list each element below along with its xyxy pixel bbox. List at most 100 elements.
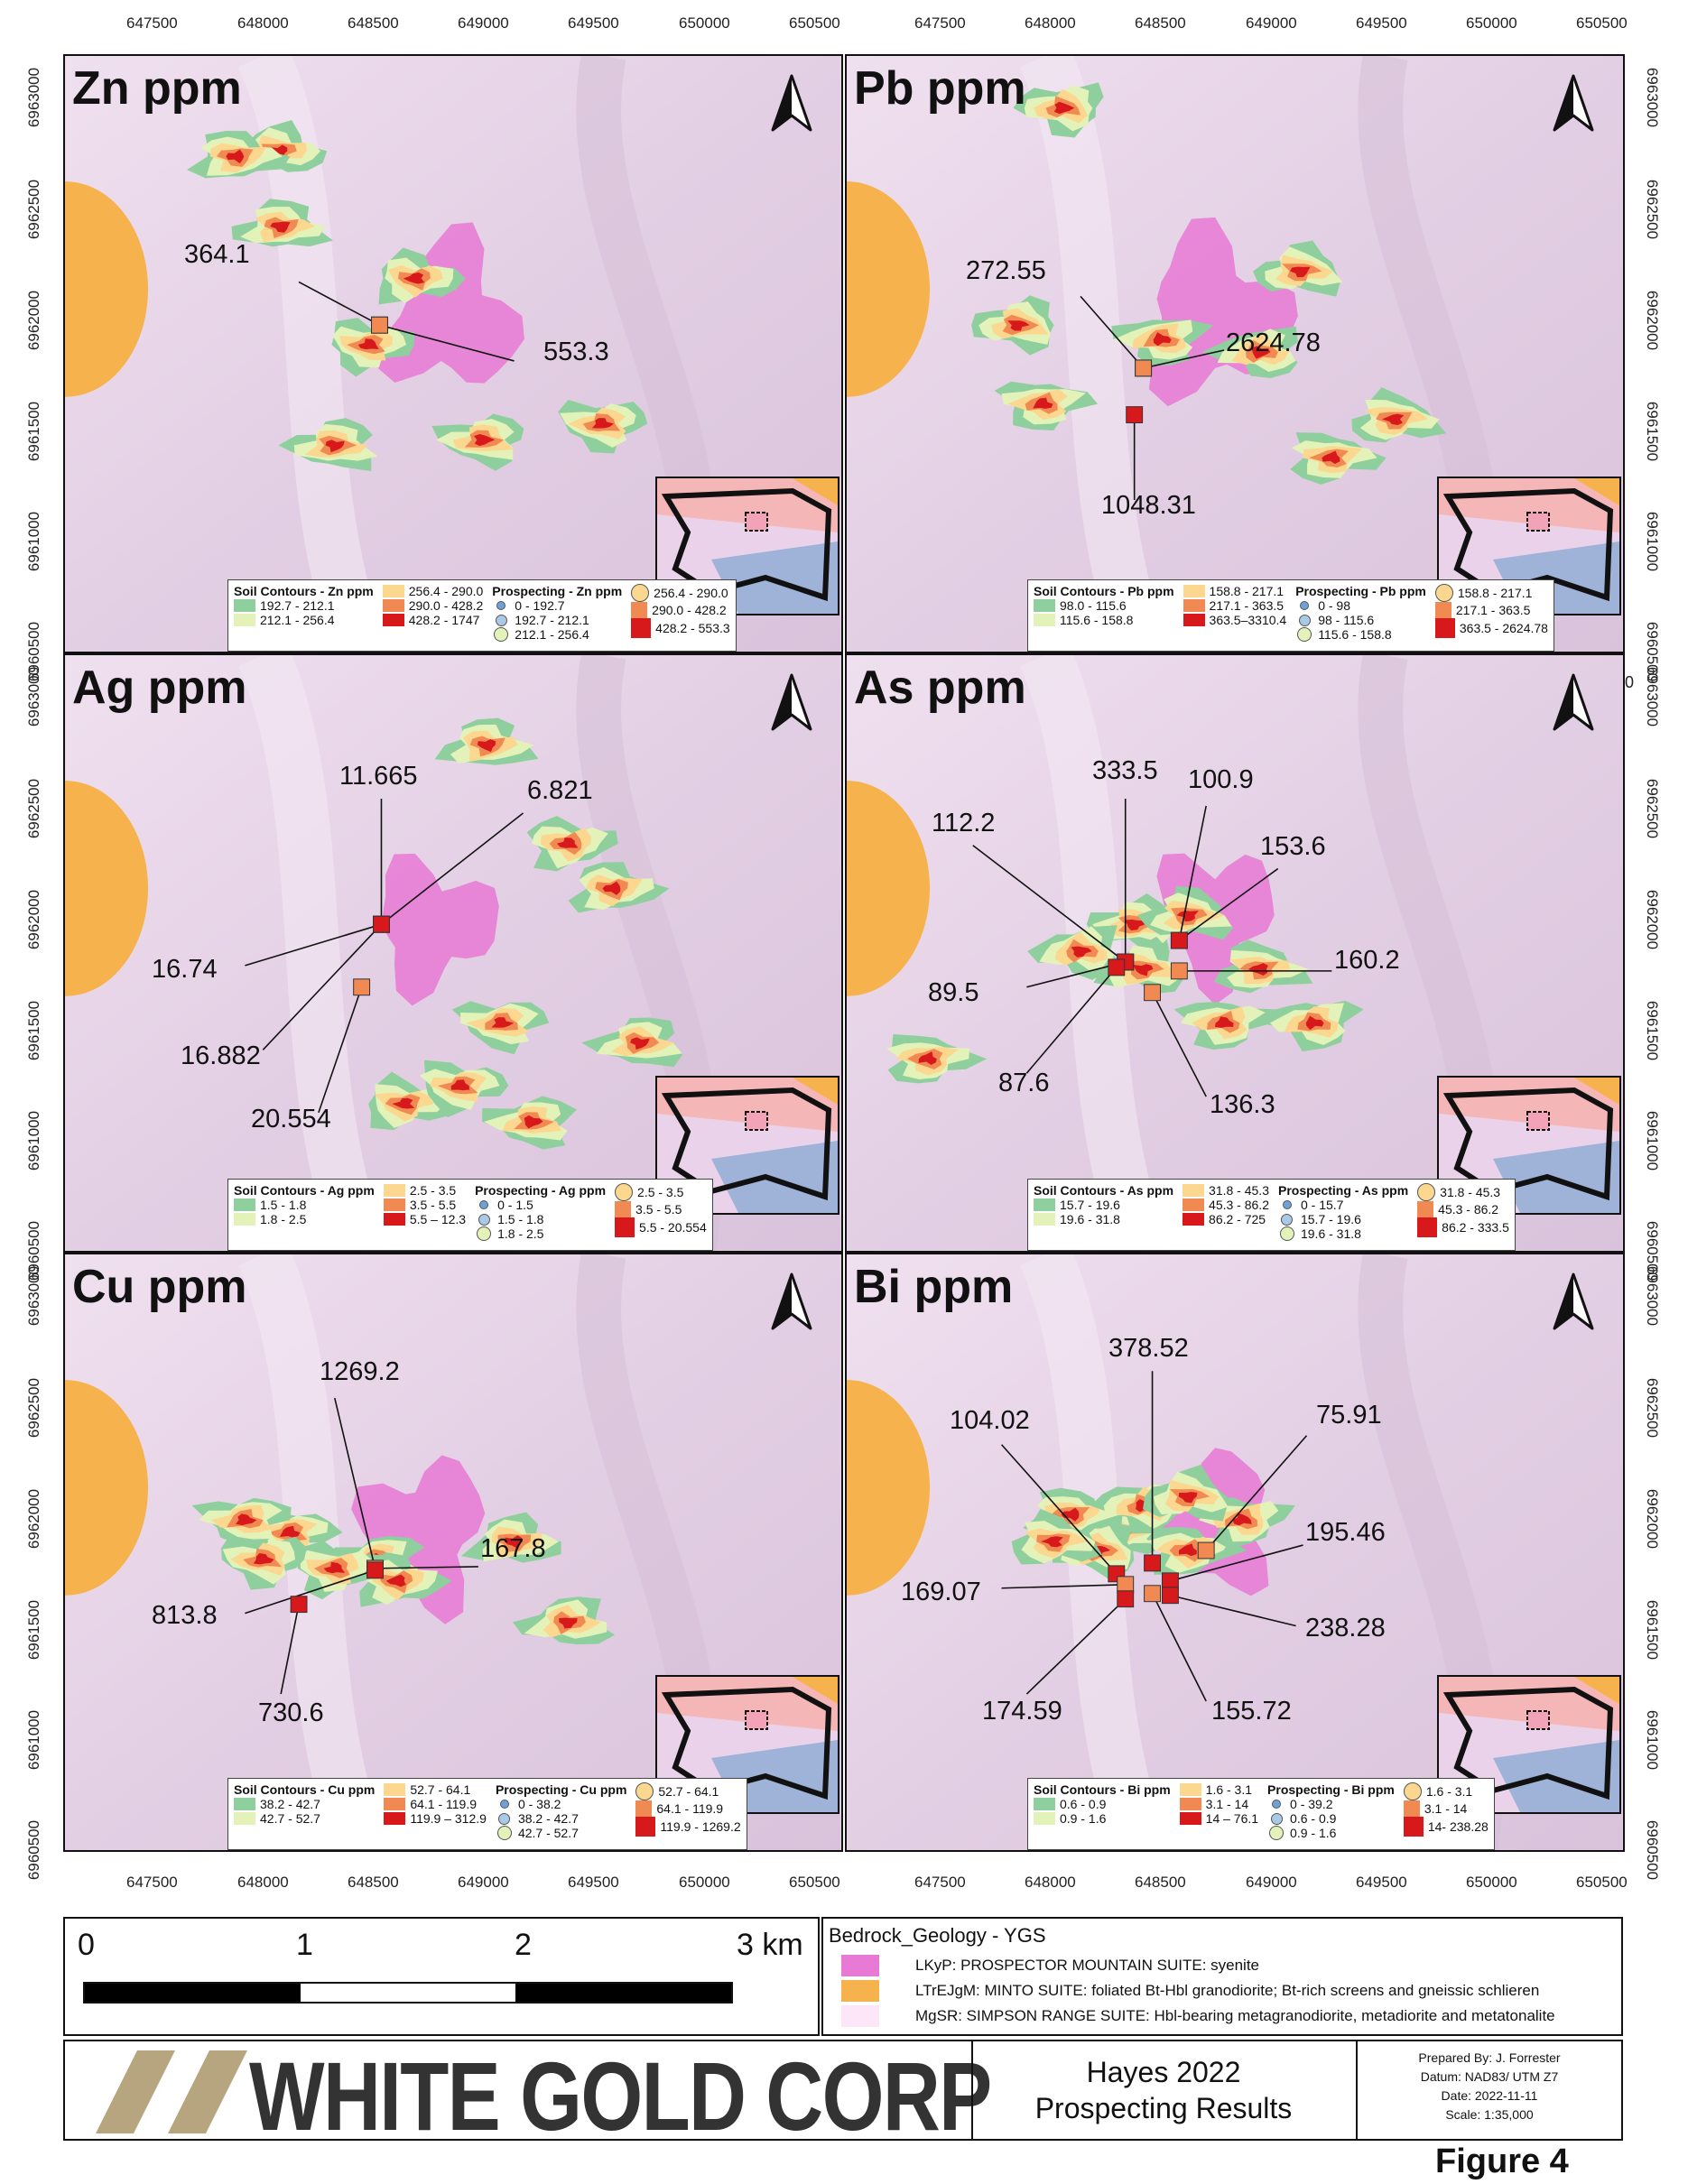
sample-marker bbox=[290, 1596, 308, 1614]
x-tick: 650500 bbox=[789, 14, 840, 32]
soil-anomaly bbox=[460, 1512, 561, 1563]
legend-pros-item: 0.9 - 1.6 bbox=[1267, 1826, 1395, 1840]
legend-soil-item: 1.8 - 2.5 bbox=[234, 1212, 375, 1226]
sample-marker bbox=[1170, 962, 1188, 980]
legend-soil-item: 158.8 - 217.1 bbox=[1183, 584, 1287, 598]
y-tick: 6962500 bbox=[1644, 179, 1661, 240]
sample-value-label: 2624.78 bbox=[1226, 329, 1321, 357]
sample-value-label: 195.46 bbox=[1305, 1518, 1386, 1547]
soil-anomaly bbox=[526, 816, 618, 872]
legend-soil-item: 428.2 - 1747 bbox=[382, 613, 484, 627]
date: Date: 2022-11-11 bbox=[1441, 2088, 1538, 2103]
syenite-unit bbox=[381, 853, 499, 1006]
label-leader-line bbox=[245, 1569, 376, 1615]
sample-marker bbox=[1135, 359, 1153, 377]
geology-label: LTrEJgM: MINTO SUITE: foliated Bt-Hbl gr… bbox=[915, 1982, 1540, 1999]
map-canvas bbox=[847, 56, 1623, 652]
legend-pros-item: 31.8 - 45.3 bbox=[1417, 1183, 1509, 1201]
x-tick: 650500 bbox=[1576, 1874, 1628, 1891]
soil-anomaly bbox=[581, 1017, 683, 1068]
panel-legend: Soil Contours - Pb ppm 98.0 - 115.6 115.6 … bbox=[1027, 579, 1554, 652]
x-tick: 649500 bbox=[568, 1874, 619, 1891]
y-tick: 6961500 bbox=[1644, 1000, 1661, 1061]
legend-pros-item: 115.6 - 158.8 bbox=[1295, 627, 1426, 642]
label-leader-line bbox=[1178, 867, 1279, 941]
sample-marker bbox=[1117, 1576, 1135, 1594]
x-tick: 648500 bbox=[1135, 14, 1186, 32]
label-leader-line bbox=[1170, 1544, 1303, 1582]
map-panel-bi: Bi ppm 378.52 75.91 104.02 195.46 169.07 238.… bbox=[845, 1253, 1625, 1852]
legend-soil-item: 0.6 - 0.9 bbox=[1034, 1797, 1171, 1811]
scale-label-0: 0 bbox=[78, 1928, 95, 1962]
legend-soil-item: 19.6 - 31.8 bbox=[1034, 1212, 1173, 1226]
soil-anomaly bbox=[1261, 1000, 1364, 1052]
y-tick: 6961000 bbox=[25, 1709, 42, 1771]
sample-value-label: 104.02 bbox=[950, 1406, 1030, 1435]
sample-value-label: 100.9 bbox=[1188, 765, 1254, 794]
label-leader-line bbox=[280, 1604, 300, 1695]
legend-pros-item: 98 - 115.6 bbox=[1295, 613, 1426, 627]
label-leader-line bbox=[380, 812, 524, 925]
x-tick: 648000 bbox=[1025, 1874, 1076, 1891]
soil-anomaly bbox=[221, 1535, 307, 1590]
map-panel-cu: Cu ppm 1269.2 167.8 813.8 730.6 Soil Contour… bbox=[63, 1253, 843, 1852]
y-tick: 6962500 bbox=[25, 778, 42, 839]
sample-value-label: 378.52 bbox=[1108, 1334, 1189, 1363]
legend-pros-item: 19.6 - 31.8 bbox=[1278, 1226, 1408, 1241]
legend-pros-item: 1.8 - 2.5 bbox=[475, 1226, 606, 1241]
geology-swatch bbox=[841, 1955, 879, 1976]
soil-anomaly bbox=[1111, 319, 1214, 366]
sample-value-label: 1269.2 bbox=[320, 1357, 400, 1386]
y-tick: 6961000 bbox=[1644, 511, 1661, 572]
legend-pros-item: 86.2 - 333.5 bbox=[1417, 1217, 1509, 1237]
sample-marker bbox=[1161, 1572, 1179, 1590]
legend-pros-title: Prospecting - Bi ppm bbox=[1267, 1782, 1395, 1797]
panel-title: Ag ppm bbox=[72, 662, 247, 714]
label-leader-line bbox=[318, 986, 363, 1114]
y-tick: 6963000 bbox=[25, 67, 42, 128]
sample-value-label: 160.2 bbox=[1334, 946, 1400, 975]
syenite-unit bbox=[351, 1455, 486, 1624]
legend-pros-item: 0 - 15.7 bbox=[1278, 1198, 1408, 1212]
y-tick: 6963000 bbox=[1644, 666, 1661, 727]
legend-soil-item: 1.6 - 3.1 bbox=[1179, 1782, 1258, 1797]
sample-marker bbox=[1108, 958, 1126, 976]
legend-pros-item: 1.5 - 1.8 bbox=[475, 1212, 606, 1226]
soil-anomaly bbox=[191, 1497, 292, 1550]
sample-value-label: 333.5 bbox=[1092, 756, 1158, 785]
panel-title: As ppm bbox=[854, 662, 1026, 714]
y-tick: 6961500 bbox=[1644, 401, 1661, 462]
legend-pros-item: 3.1 - 14 bbox=[1403, 1800, 1489, 1817]
sample-value-label: 730.6 bbox=[258, 1698, 324, 1727]
legend-soil-item: 98.0 - 115.6 bbox=[1034, 598, 1174, 613]
legend-soil-item: 256.4 - 290.0 bbox=[382, 584, 483, 598]
soil-anomaly bbox=[1253, 240, 1343, 297]
label-leader-line bbox=[1000, 1444, 1118, 1575]
legend-soil-item: 45.3 - 86.2 bbox=[1183, 1198, 1269, 1212]
x-tick: 647500 bbox=[126, 1874, 178, 1891]
x-tick: 647500 bbox=[126, 14, 178, 32]
x-tick: 649500 bbox=[1356, 1874, 1407, 1891]
legend-soil-title: Soil Contours - Zn ppm bbox=[234, 584, 374, 598]
x-tick: 649000 bbox=[458, 14, 509, 32]
sample-marker bbox=[373, 915, 390, 933]
soil-anomaly bbox=[1013, 82, 1104, 138]
scale-bar-box: 0 1 2 3 km bbox=[63, 1917, 820, 2036]
report-title-line2: Prospecting Results bbox=[1034, 2092, 1293, 2124]
bedrock-geology-legend: Bedrock_Geology - YGS LKyP: PROSPECTOR M… bbox=[821, 1917, 1623, 2036]
sample-marker bbox=[366, 1561, 384, 1579]
sample-value-label: 364.1 bbox=[184, 240, 250, 269]
geology-label: MgSR: SIMPSON RANGE SUITE: Hbl-bearing m… bbox=[915, 2007, 1555, 2024]
legend-pros-item: 217.1 - 363.5 bbox=[1434, 602, 1548, 618]
y-tick: 6961500 bbox=[25, 1599, 42, 1661]
y-tick: 6963000 bbox=[25, 1265, 42, 1327]
granodiorite-unit bbox=[847, 781, 931, 996]
sample-value-label: 16.74 bbox=[152, 955, 218, 984]
y-tick: 6962000 bbox=[25, 889, 42, 950]
sample-value-label: 1048.31 bbox=[1101, 491, 1196, 520]
panel-title: Cu ppm bbox=[72, 1261, 247, 1313]
x-tick: 648500 bbox=[348, 1874, 399, 1891]
sample-value-label: 169.07 bbox=[901, 1578, 981, 1606]
soil-anomaly bbox=[1093, 936, 1184, 995]
label-leader-line bbox=[379, 324, 515, 362]
